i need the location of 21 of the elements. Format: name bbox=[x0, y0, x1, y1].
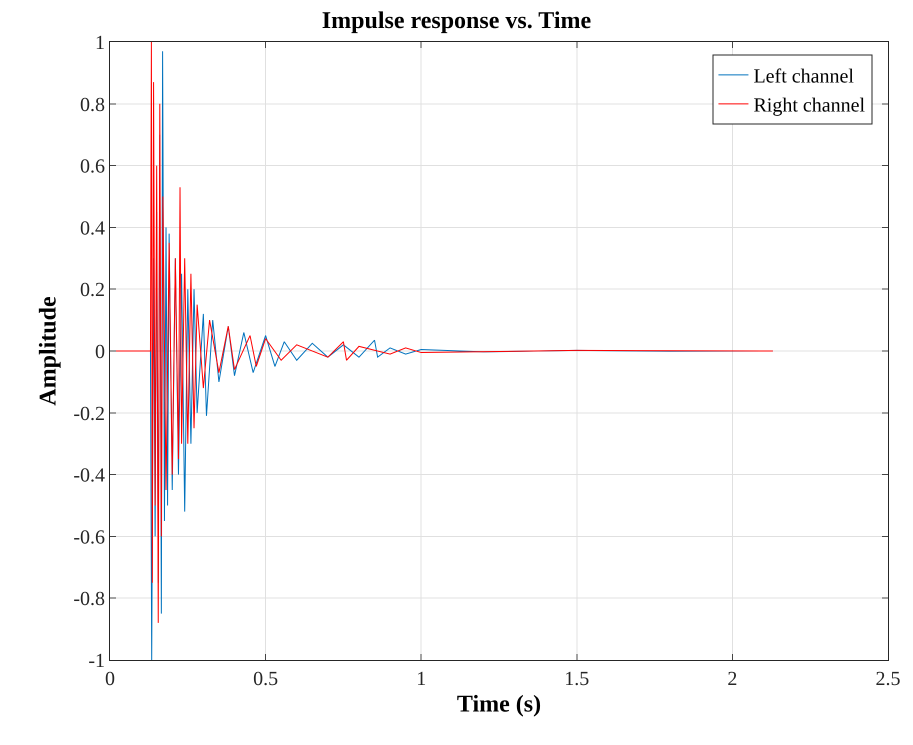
chart-title: Impulse response vs. Time bbox=[322, 8, 592, 34]
x-axis-title: Time (s) bbox=[456, 691, 542, 718]
x-tick-label: 2.5 bbox=[876, 668, 900, 690]
legend-label: Right channel bbox=[753, 94, 866, 117]
y-tick-label: 0.4 bbox=[80, 217, 105, 240]
x-tick-label: 2 bbox=[727, 668, 738, 690]
x-tick-label: 1 bbox=[416, 668, 426, 690]
y-tick-label: -0.2 bbox=[73, 402, 105, 425]
y-axis-title: Amplitude bbox=[35, 296, 62, 406]
x-tick-label: 0.5 bbox=[253, 668, 278, 690]
y-tick-label: 0.8 bbox=[80, 94, 105, 116]
legend-label: Left channel bbox=[753, 66, 854, 88]
y-tick-label: -0.6 bbox=[73, 526, 105, 548]
y-tick-label: -1 bbox=[88, 650, 105, 672]
x-tick-label: 1.5 bbox=[564, 668, 590, 690]
y-tick-label: 1 bbox=[95, 32, 105, 54]
y-tick-label: 0.2 bbox=[80, 279, 105, 302]
y-tick-label: 0.6 bbox=[80, 156, 105, 178]
y-tick-label: -0.4 bbox=[73, 464, 105, 487]
y-tick-label: 0 bbox=[95, 341, 105, 363]
y-tick-label: -0.8 bbox=[73, 588, 105, 610]
